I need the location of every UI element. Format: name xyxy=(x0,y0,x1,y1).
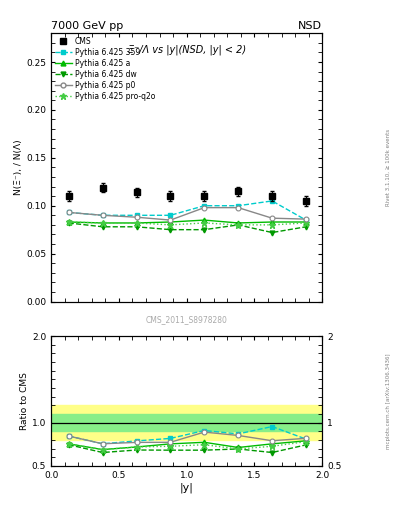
X-axis label: |y|: |y| xyxy=(180,482,194,493)
Text: Ξ⁻/Λ vs |y|(NSD, |y| < 2): Ξ⁻/Λ vs |y|(NSD, |y| < 2) xyxy=(128,44,246,54)
Bar xyxy=(51,414,322,431)
Y-axis label: Ratio to CMS: Ratio to CMS xyxy=(20,372,29,430)
Legend: CMS, Pythia 6.425 359, Pythia 6.425 a, Pythia 6.425 dw, Pythia 6.425 p0, Pythia : CMS, Pythia 6.425 359, Pythia 6.425 a, P… xyxy=(53,35,157,102)
Bar xyxy=(51,406,322,440)
Text: NSD: NSD xyxy=(298,20,322,31)
Text: mcplots.cern.ch [arXiv:1306.3436]: mcplots.cern.ch [arXiv:1306.3436] xyxy=(386,353,391,449)
Text: CMS_2011_S8978280: CMS_2011_S8978280 xyxy=(146,315,228,324)
Y-axis label: N(Ξ⁻), / N(Λ): N(Ξ⁻), / N(Λ) xyxy=(14,140,23,195)
Text: 7000 GeV pp: 7000 GeV pp xyxy=(51,20,123,31)
Text: Rivet 3.1.10, ≥ 100k events: Rivet 3.1.10, ≥ 100k events xyxy=(386,129,391,206)
